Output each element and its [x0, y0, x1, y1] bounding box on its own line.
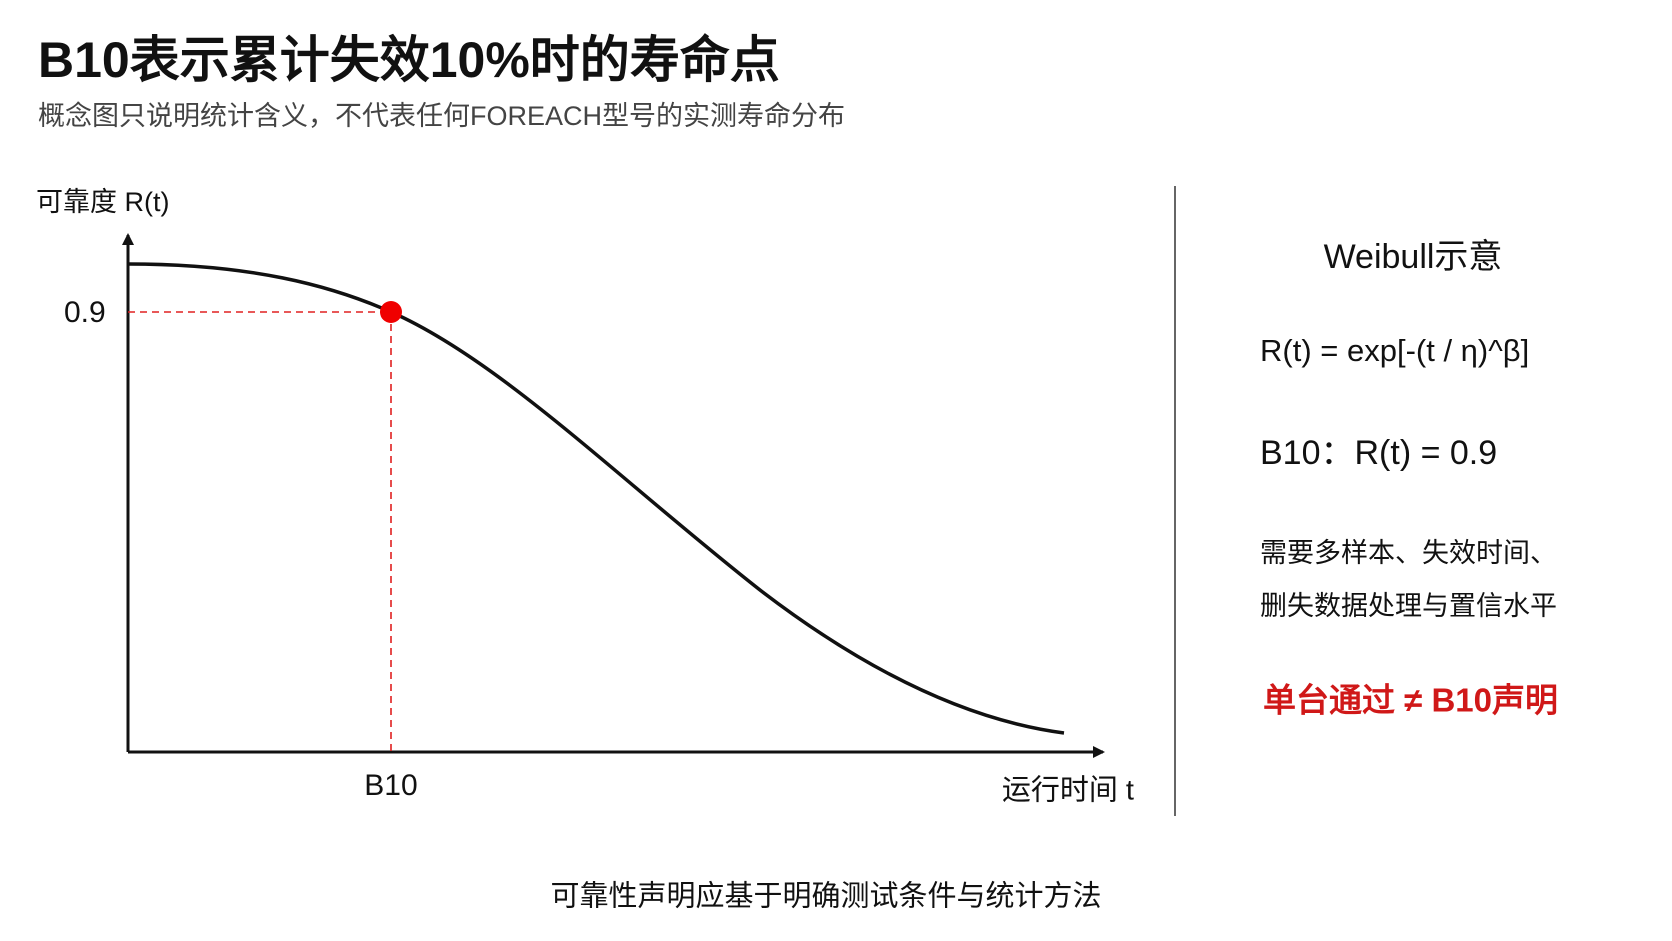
footer: 可靠性声明应基于明确测试条件与统计方法 [550, 880, 1101, 913]
x-axis-label: 运行时间 t [1002, 774, 1134, 807]
x-point-label: B10 [364, 769, 417, 802]
b10-point [380, 301, 402, 323]
note-line: 删失数据处理与置信水平 [1260, 591, 1557, 621]
y-point-label: 0.9 [64, 296, 106, 329]
panel-title: Weibull示意 [1324, 238, 1503, 276]
note-line: 需要多样本、失效时间、 [1260, 538, 1557, 568]
subtitle: 概念图只说明统计含义，不代表任何FOREACH型号的实测寿命分布 [38, 101, 845, 131]
title: B10表示累计失效10%时的寿命点 [38, 32, 780, 88]
definition: B10：R(t) = 0.9 [1260, 434, 1497, 472]
y-axis-label: 可靠度 R(t) [36, 187, 169, 217]
formula: R(t) = exp[-(t / η)^β] [1260, 333, 1529, 368]
warning: 单台通过 ≠ B10声明 [1263, 682, 1558, 719]
reliability-curve [127, 262, 1065, 735]
